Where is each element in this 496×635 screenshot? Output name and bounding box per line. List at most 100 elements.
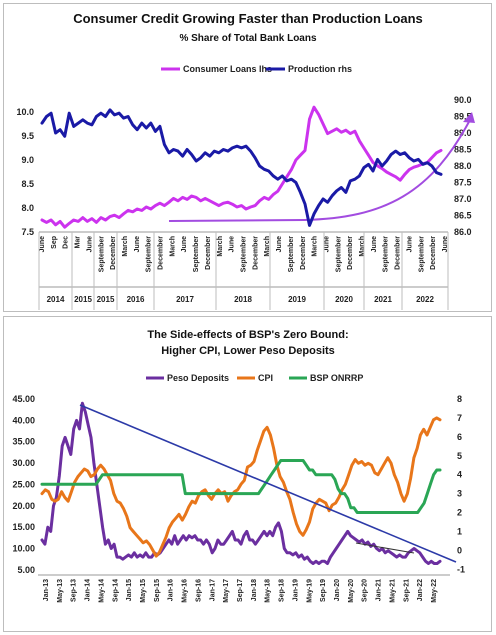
right-tick-label: 7 xyxy=(457,413,462,423)
chart-panel-bsp-zero-bound: The Side-effects of BSP's Zero Bound: Hi… xyxy=(3,316,492,632)
x-tick-label: Jan-14 xyxy=(85,579,92,601)
right-tick-label: 0 xyxy=(457,545,462,555)
right-tick-label: -1 xyxy=(457,564,465,574)
x-tick-label: Dec xyxy=(63,236,70,249)
x-tick-label: March xyxy=(264,236,271,257)
x-tick-label: Sep-15 xyxy=(154,579,161,602)
trend-arrowhead xyxy=(463,112,475,123)
x-tick-label: Jan-20 xyxy=(334,579,341,601)
x-tick-label: December xyxy=(158,236,165,270)
x-tick-label: May-14 xyxy=(98,579,105,603)
right-tick-label: 88.5 xyxy=(454,145,472,155)
left-tick-label: 35.00 xyxy=(12,437,35,447)
year-label: 2015 xyxy=(97,295,115,304)
chart-2-subtitle: Higher CPI, Lower Peso Deposits xyxy=(161,345,335,357)
x-tick-label: Jan-19 xyxy=(292,579,299,601)
year-label: 2018 xyxy=(234,295,252,304)
x-tick-label: May-13 xyxy=(57,579,64,603)
x-tick-label: Jan-15 xyxy=(126,579,133,601)
left-tick-label: 8.5 xyxy=(21,179,34,189)
x-tick-label: December xyxy=(300,236,307,270)
x-tick-label: Jan-22 xyxy=(417,579,424,601)
chart-1-annotation xyxy=(168,112,475,222)
right-tick-label: 87.5 xyxy=(454,178,472,188)
x-tick-label: June xyxy=(406,236,413,252)
x-tick-label: December xyxy=(252,236,259,270)
left-tick-label: 40.00 xyxy=(12,415,35,425)
chart-2-x-axis: Jan-13 May-13 Sep-13 Jan-14 May-14 Sep-14 Jan-… xyxy=(38,574,450,603)
left-tick-label: 45.00 xyxy=(12,394,35,404)
x-tick-label: June xyxy=(442,236,449,252)
x-tick-label: Jan-16 xyxy=(168,579,175,601)
x-tick-label: Sep-13 xyxy=(71,579,78,602)
x-tick-label: Sep-17 xyxy=(237,579,244,602)
year-label: 2014 xyxy=(47,295,65,304)
right-tick-label: 6 xyxy=(457,432,462,442)
x-tick-label: September xyxy=(241,236,248,272)
x-tick-label: Sep xyxy=(51,236,58,249)
legend-consumer-label: Consumer Loans lhs xyxy=(183,64,272,74)
right-tick-label: 1 xyxy=(457,526,462,536)
left-tick-label: 15.00 xyxy=(12,522,35,532)
year-label: 2019 xyxy=(288,295,306,304)
x-tick-label: Sep-16 xyxy=(195,579,202,602)
chart-2-title: The Side-effects of BSP's Zero Bound: xyxy=(147,329,348,341)
x-tick-label: September xyxy=(335,236,342,272)
legend-onrrp-label: BSP ONRRP xyxy=(310,373,363,383)
left-tick-label: 30.00 xyxy=(12,458,35,468)
x-tick-label: Mar xyxy=(75,236,82,249)
x-tick-label: December xyxy=(395,236,402,270)
chart-1-svg: Consumer Credit Growing Faster than Prod… xyxy=(16,11,475,310)
left-tick-label: 25.00 xyxy=(12,479,35,489)
left-tick-label: 10.00 xyxy=(12,544,35,554)
x-tick-label: June xyxy=(371,236,378,252)
right-tick-label: 5 xyxy=(457,451,462,461)
right-tick-label: 3 xyxy=(457,489,462,499)
x-tick-label: September xyxy=(193,236,200,272)
right-tick-label: 2 xyxy=(457,508,462,518)
x-tick-label: September xyxy=(146,236,153,272)
x-tick-label: December xyxy=(430,236,437,270)
right-tick-label: 8 xyxy=(457,394,462,404)
x-tick-label: March xyxy=(312,236,319,257)
x-tick-label: September xyxy=(383,236,390,272)
chart-1-left-axis: 7.5 8.0 8.5 9.0 9.5 10.0 xyxy=(16,107,34,237)
x-tick-label: Sep-20 xyxy=(362,579,369,602)
x-tick-label: Jan-17 xyxy=(209,579,216,601)
x-tick-label: May-19 xyxy=(306,579,313,603)
x-tick-label: September xyxy=(98,236,105,272)
x-tick-label: June xyxy=(39,236,46,252)
x-tick-label: December xyxy=(110,236,117,270)
legend-production-label: Production rhs xyxy=(288,64,352,74)
left-tick-label: 20.00 xyxy=(12,501,35,511)
right-tick-label: 88.0 xyxy=(454,161,472,171)
x-tick-label: December xyxy=(205,236,212,270)
x-tick-label: June xyxy=(134,236,141,252)
x-tick-label: May-20 xyxy=(348,579,355,603)
chart-2-series xyxy=(40,401,442,565)
x-tick-label: March xyxy=(359,236,366,257)
year-label: 2015 xyxy=(74,295,92,304)
x-tick-label: June xyxy=(86,236,93,252)
x-tick-label: Jan-13 xyxy=(43,579,50,601)
chart-1-series xyxy=(40,105,443,229)
x-tick-label: May-16 xyxy=(182,579,189,603)
right-tick-label: 4 xyxy=(457,470,462,480)
right-tick-label: 86.5 xyxy=(454,211,472,221)
onrrp-line xyxy=(40,459,442,514)
year-label: 2022 xyxy=(416,295,434,304)
right-tick-label: 90.0 xyxy=(454,95,472,105)
chart-2-right-axis: -1 0 1 2 3 4 5 6 7 8 xyxy=(457,394,465,574)
left-tick-label: 5.00 xyxy=(17,565,35,575)
cpi-line xyxy=(40,416,442,558)
year-label: 2017 xyxy=(176,295,194,304)
x-tick-label: Jan-21 xyxy=(376,579,383,601)
chart-2-annotation xyxy=(79,404,457,563)
right-tick-label: 86.0 xyxy=(454,227,472,237)
year-label: 2020 xyxy=(335,295,353,304)
x-tick-label: Jan-18 xyxy=(251,579,258,601)
x-tick-label: June xyxy=(276,236,283,252)
x-tick-label: Sep-19 xyxy=(320,579,327,602)
left-tick-label: 9.0 xyxy=(21,155,34,165)
